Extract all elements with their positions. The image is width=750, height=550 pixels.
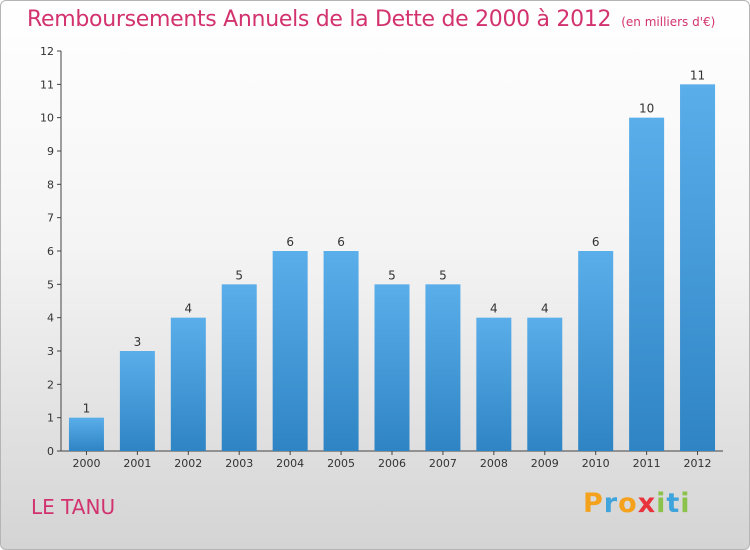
x-tick-label: 2005	[327, 457, 355, 470]
data-label: 3	[134, 335, 142, 349]
bar	[425, 284, 461, 451]
y-tick-label: 8	[47, 178, 54, 191]
logo-letter: o	[618, 488, 638, 519]
y-tick-label: 12	[40, 45, 54, 58]
bar	[374, 284, 410, 451]
data-label: 6	[286, 235, 294, 249]
bar	[680, 84, 716, 451]
x-tick-label: 2007	[429, 457, 457, 470]
x-tick-label: 2010	[582, 457, 610, 470]
bar	[527, 317, 563, 451]
x-tick-label: 2011	[633, 457, 661, 470]
x-tick-label: 2001	[123, 457, 151, 470]
y-tick-label: 0	[47, 445, 54, 458]
y-tick-label: 5	[47, 278, 54, 291]
x-tick-label: 2008	[480, 457, 508, 470]
bar	[578, 251, 614, 451]
logo-letter: P	[583, 488, 604, 519]
logo-letter: t	[666, 488, 681, 519]
x-tick-label: 2004	[276, 457, 304, 470]
x-tick-label: 2000	[72, 457, 100, 470]
labels-group: 1 2000 3 2001 4 2002 5 2003 6 2004 6 2005 5 2006 5 2007…	[72, 68, 711, 470]
y-tick-label: 7	[47, 212, 54, 225]
data-label: 5	[439, 268, 447, 282]
y-tick-label: 11	[40, 78, 54, 91]
bar	[221, 284, 257, 451]
data-label: 5	[235, 268, 243, 282]
location-name: LE TANU	[31, 495, 116, 519]
bar	[119, 351, 155, 451]
bar	[629, 117, 665, 452]
data-label: 4	[541, 302, 549, 316]
x-tick-label: 2012	[684, 457, 712, 470]
x-tick-label: 2006	[378, 457, 406, 470]
data-label: 6	[337, 235, 345, 249]
data-label: 1	[83, 402, 91, 416]
chart-subtitle: (en milliers d'€)	[621, 15, 716, 29]
bar	[68, 417, 104, 451]
data-label: 10	[639, 102, 654, 116]
bar	[476, 317, 512, 451]
logo-letter: r	[603, 488, 619, 519]
y-tick-label: 4	[47, 312, 54, 325]
bar	[170, 317, 206, 451]
data-label: 5	[388, 268, 396, 282]
data-label: 11	[690, 68, 705, 82]
data-label: 4	[490, 302, 498, 316]
y-tick-label: 2	[47, 378, 54, 391]
bar	[272, 251, 308, 451]
data-label: 6	[592, 235, 600, 249]
y-tick-label: 1	[47, 412, 54, 425]
y-tick-label: 9	[47, 145, 54, 158]
y-tick-label: 10	[40, 112, 54, 125]
data-label: 4	[184, 302, 192, 316]
title-row: Remboursements Annuels de la Dette de 20…	[27, 7, 715, 32]
logo-letter: i	[680, 488, 691, 519]
bars-group	[68, 84, 716, 452]
y-tick-label: 3	[47, 345, 54, 358]
x-tick-label: 2009	[531, 457, 559, 470]
bar	[323, 251, 359, 451]
x-tick-label: 2002	[174, 457, 202, 470]
logo-letter: i	[656, 488, 667, 519]
y-tick-label: 6	[47, 245, 54, 258]
chart-title: Remboursements Annuels de la Dette de 20…	[27, 7, 612, 32]
logo-letter: x	[637, 488, 657, 519]
proxiti-logo[interactable]: Proxiti	[583, 488, 691, 519]
x-tick-label: 2003	[225, 457, 253, 470]
